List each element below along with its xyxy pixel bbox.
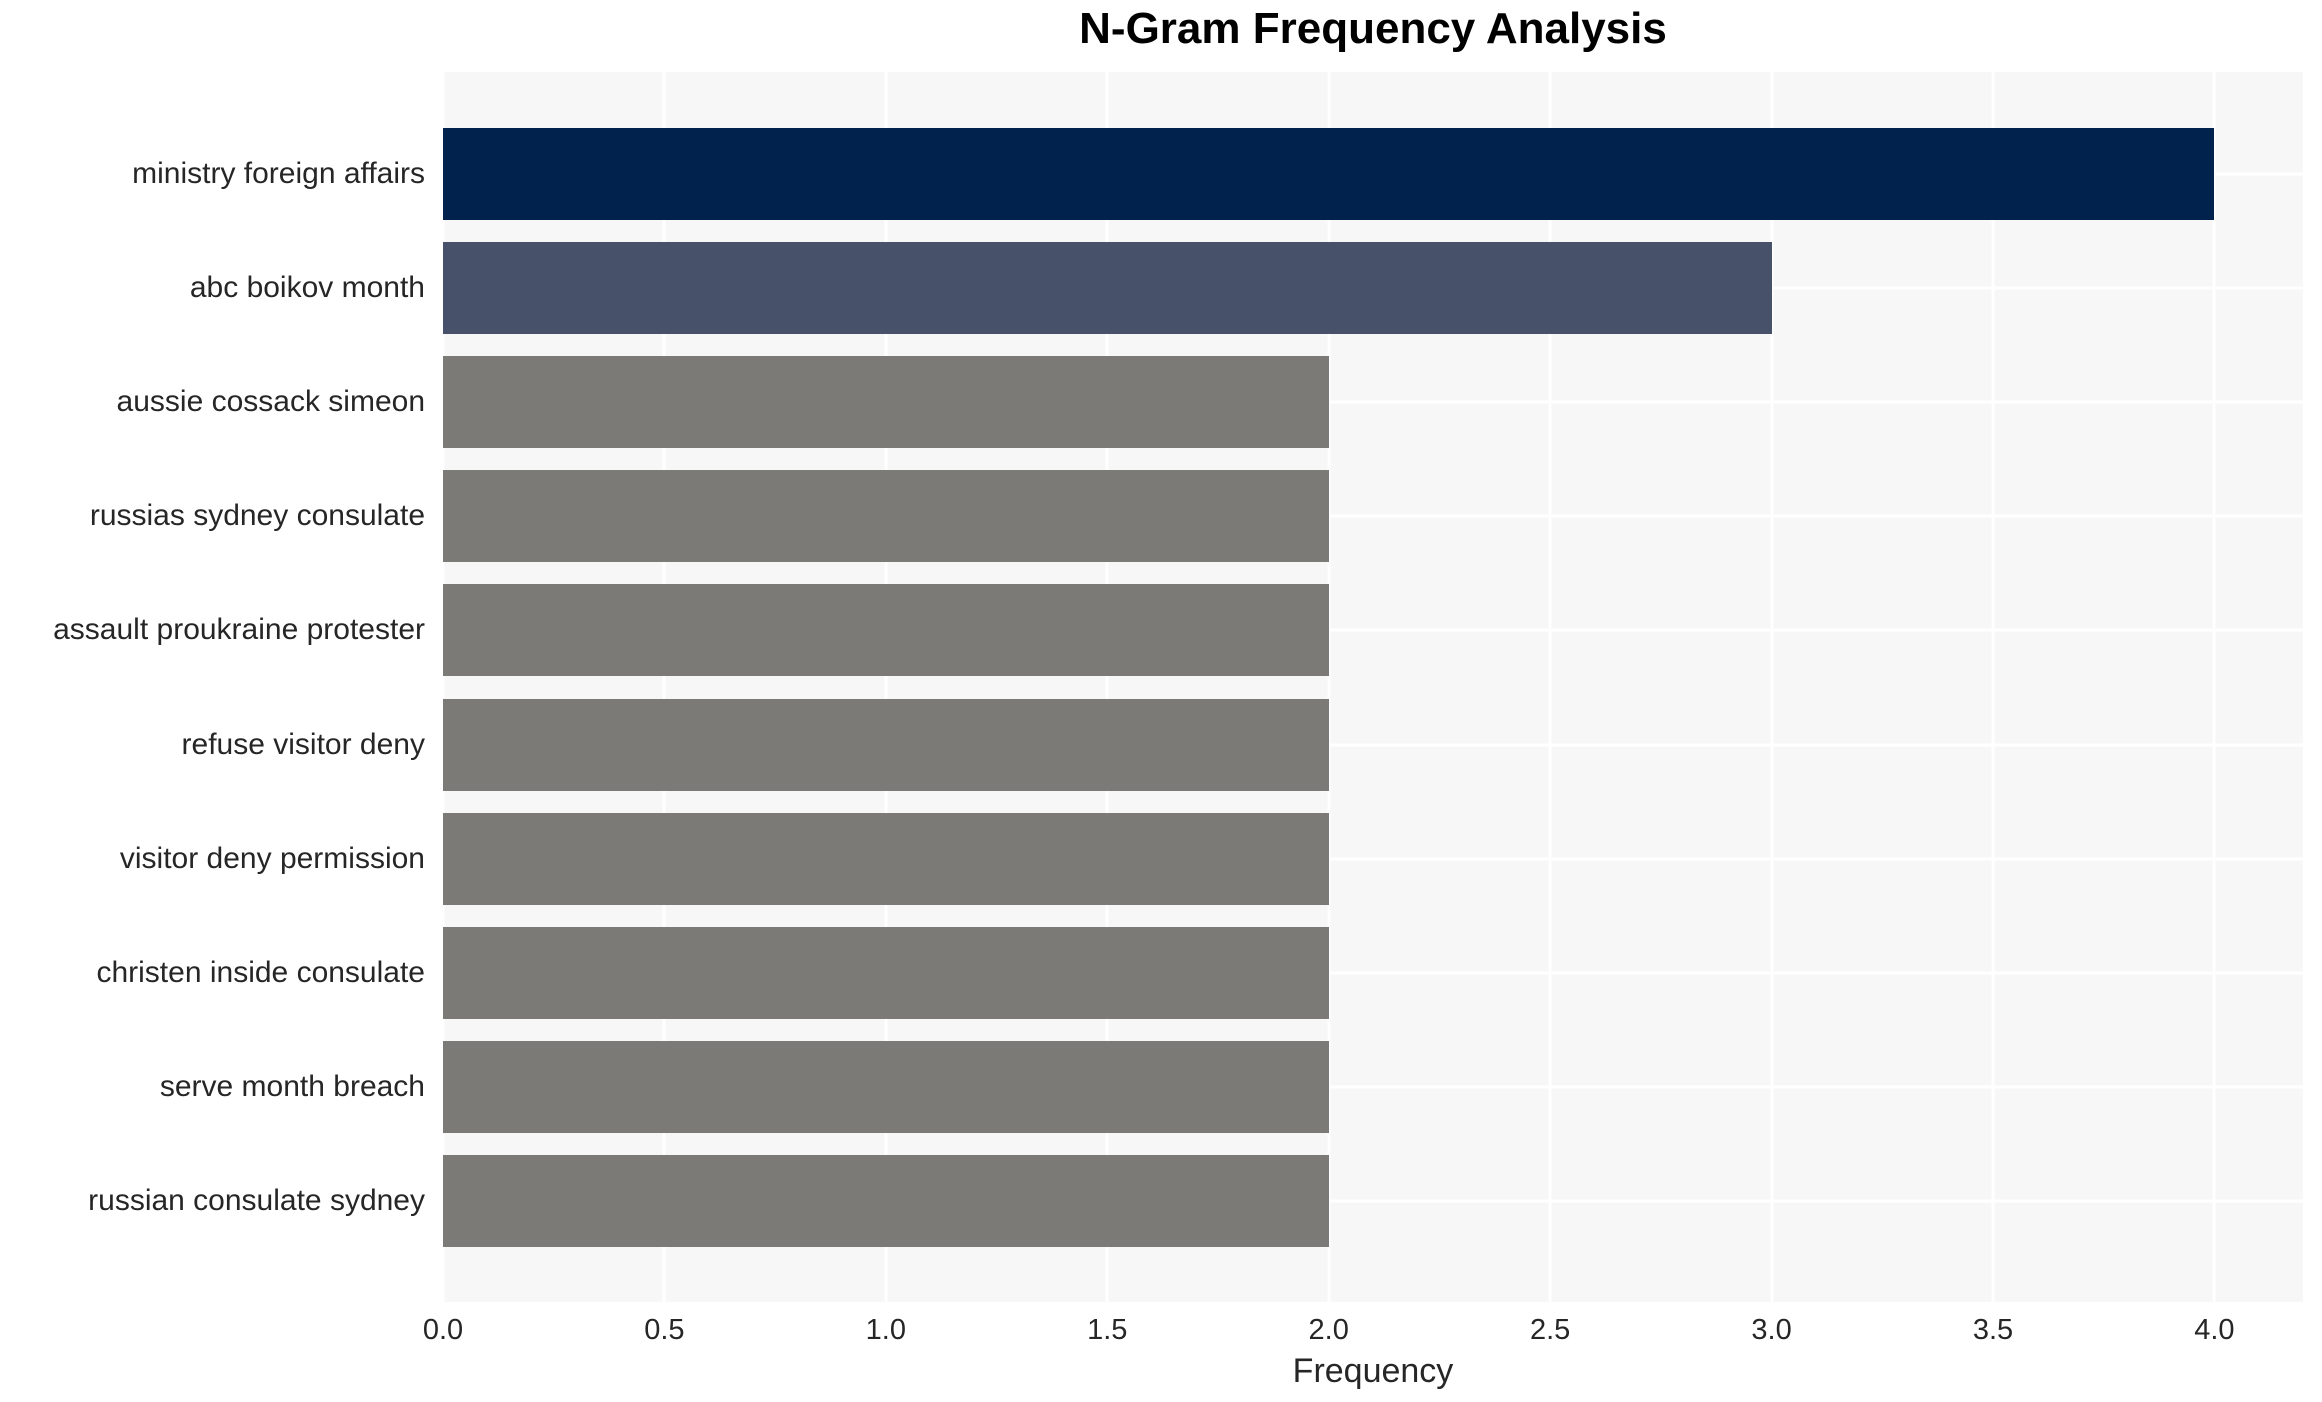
x-tick-label: 2.0	[1308, 1314, 1349, 1346]
y-gridline	[443, 1085, 2303, 1089]
y-gridline	[443, 1199, 2303, 1203]
y-tick-label: serve month breach	[159, 1069, 425, 1103]
y-tick-label: assault proukraine protester	[53, 613, 425, 647]
x-tick-label: 2.5	[1529, 1314, 1571, 1346]
x-gridline-0.5	[662, 72, 666, 1302]
bar-abc-boikov-month	[443, 242, 1772, 335]
y-tick-label: russias sydney consulate	[89, 499, 425, 533]
bar-ministry-foreign-affairs	[443, 128, 2215, 221]
x-gridline-1.5	[1105, 72, 1109, 1302]
y-tick-label: russian consulate sydney	[88, 1183, 425, 1217]
y-gridline	[443, 743, 2303, 747]
plot-area	[441, 72, 2303, 1302]
y-gridline	[443, 514, 2303, 518]
bar-russias-sydney-consulate	[443, 470, 1329, 563]
x-gridline-1.0	[884, 72, 888, 1302]
bar-christen-inside-consulate	[443, 926, 1329, 1019]
y-tick-label: refuse visitor deny	[181, 727, 425, 761]
bar-refuse-visitor-deny	[443, 698, 1329, 791]
y-tick-label: visitor deny permission	[119, 841, 425, 875]
y-tick-label: ministry foreign affairs	[132, 157, 425, 191]
x-tick-label: 0.0	[422, 1314, 464, 1346]
x-tick-label: 3.0	[1751, 1314, 1792, 1346]
x-tick-label: 4.0	[2194, 1314, 2235, 1346]
x-gridline-3.0	[1770, 72, 1774, 1302]
x-gridline-3.5	[1991, 72, 1995, 1302]
y-tick-label: abc boikov month	[189, 271, 425, 305]
x-gridline-2.0	[1327, 72, 1331, 1302]
y-tick-label: christen inside consulate	[96, 955, 425, 989]
x-gridline-0.0	[441, 72, 445, 1302]
x-tick-label: 1.5	[1087, 1314, 1128, 1346]
x-gridline-2.5	[1548, 72, 1552, 1302]
bar-aussie-cossack-simeon	[443, 356, 1329, 449]
bar-russian-consulate-sydney	[443, 1154, 1329, 1247]
bar-visitor-deny-permission	[443, 812, 1329, 905]
x-tick-label: 0.5	[644, 1314, 685, 1346]
x-axis-title: Frequency	[1292, 1352, 1454, 1390]
y-gridline	[443, 857, 2303, 861]
bar-assault-proukraine-protester	[443, 584, 1329, 677]
y-gridline	[443, 628, 2303, 632]
y-gridline	[443, 400, 2303, 404]
y-tick-label: aussie cossack simeon	[116, 385, 425, 419]
x-tick-label: 3.5	[1972, 1314, 2014, 1346]
x-tick-label: 1.0	[865, 1314, 906, 1346]
bar-serve-month-breach	[443, 1040, 1329, 1133]
chart-title: N-Gram Frequency Analysis	[1079, 4, 1667, 53]
y-gridline	[443, 971, 2303, 975]
x-gridline-4.0	[2212, 72, 2216, 1302]
